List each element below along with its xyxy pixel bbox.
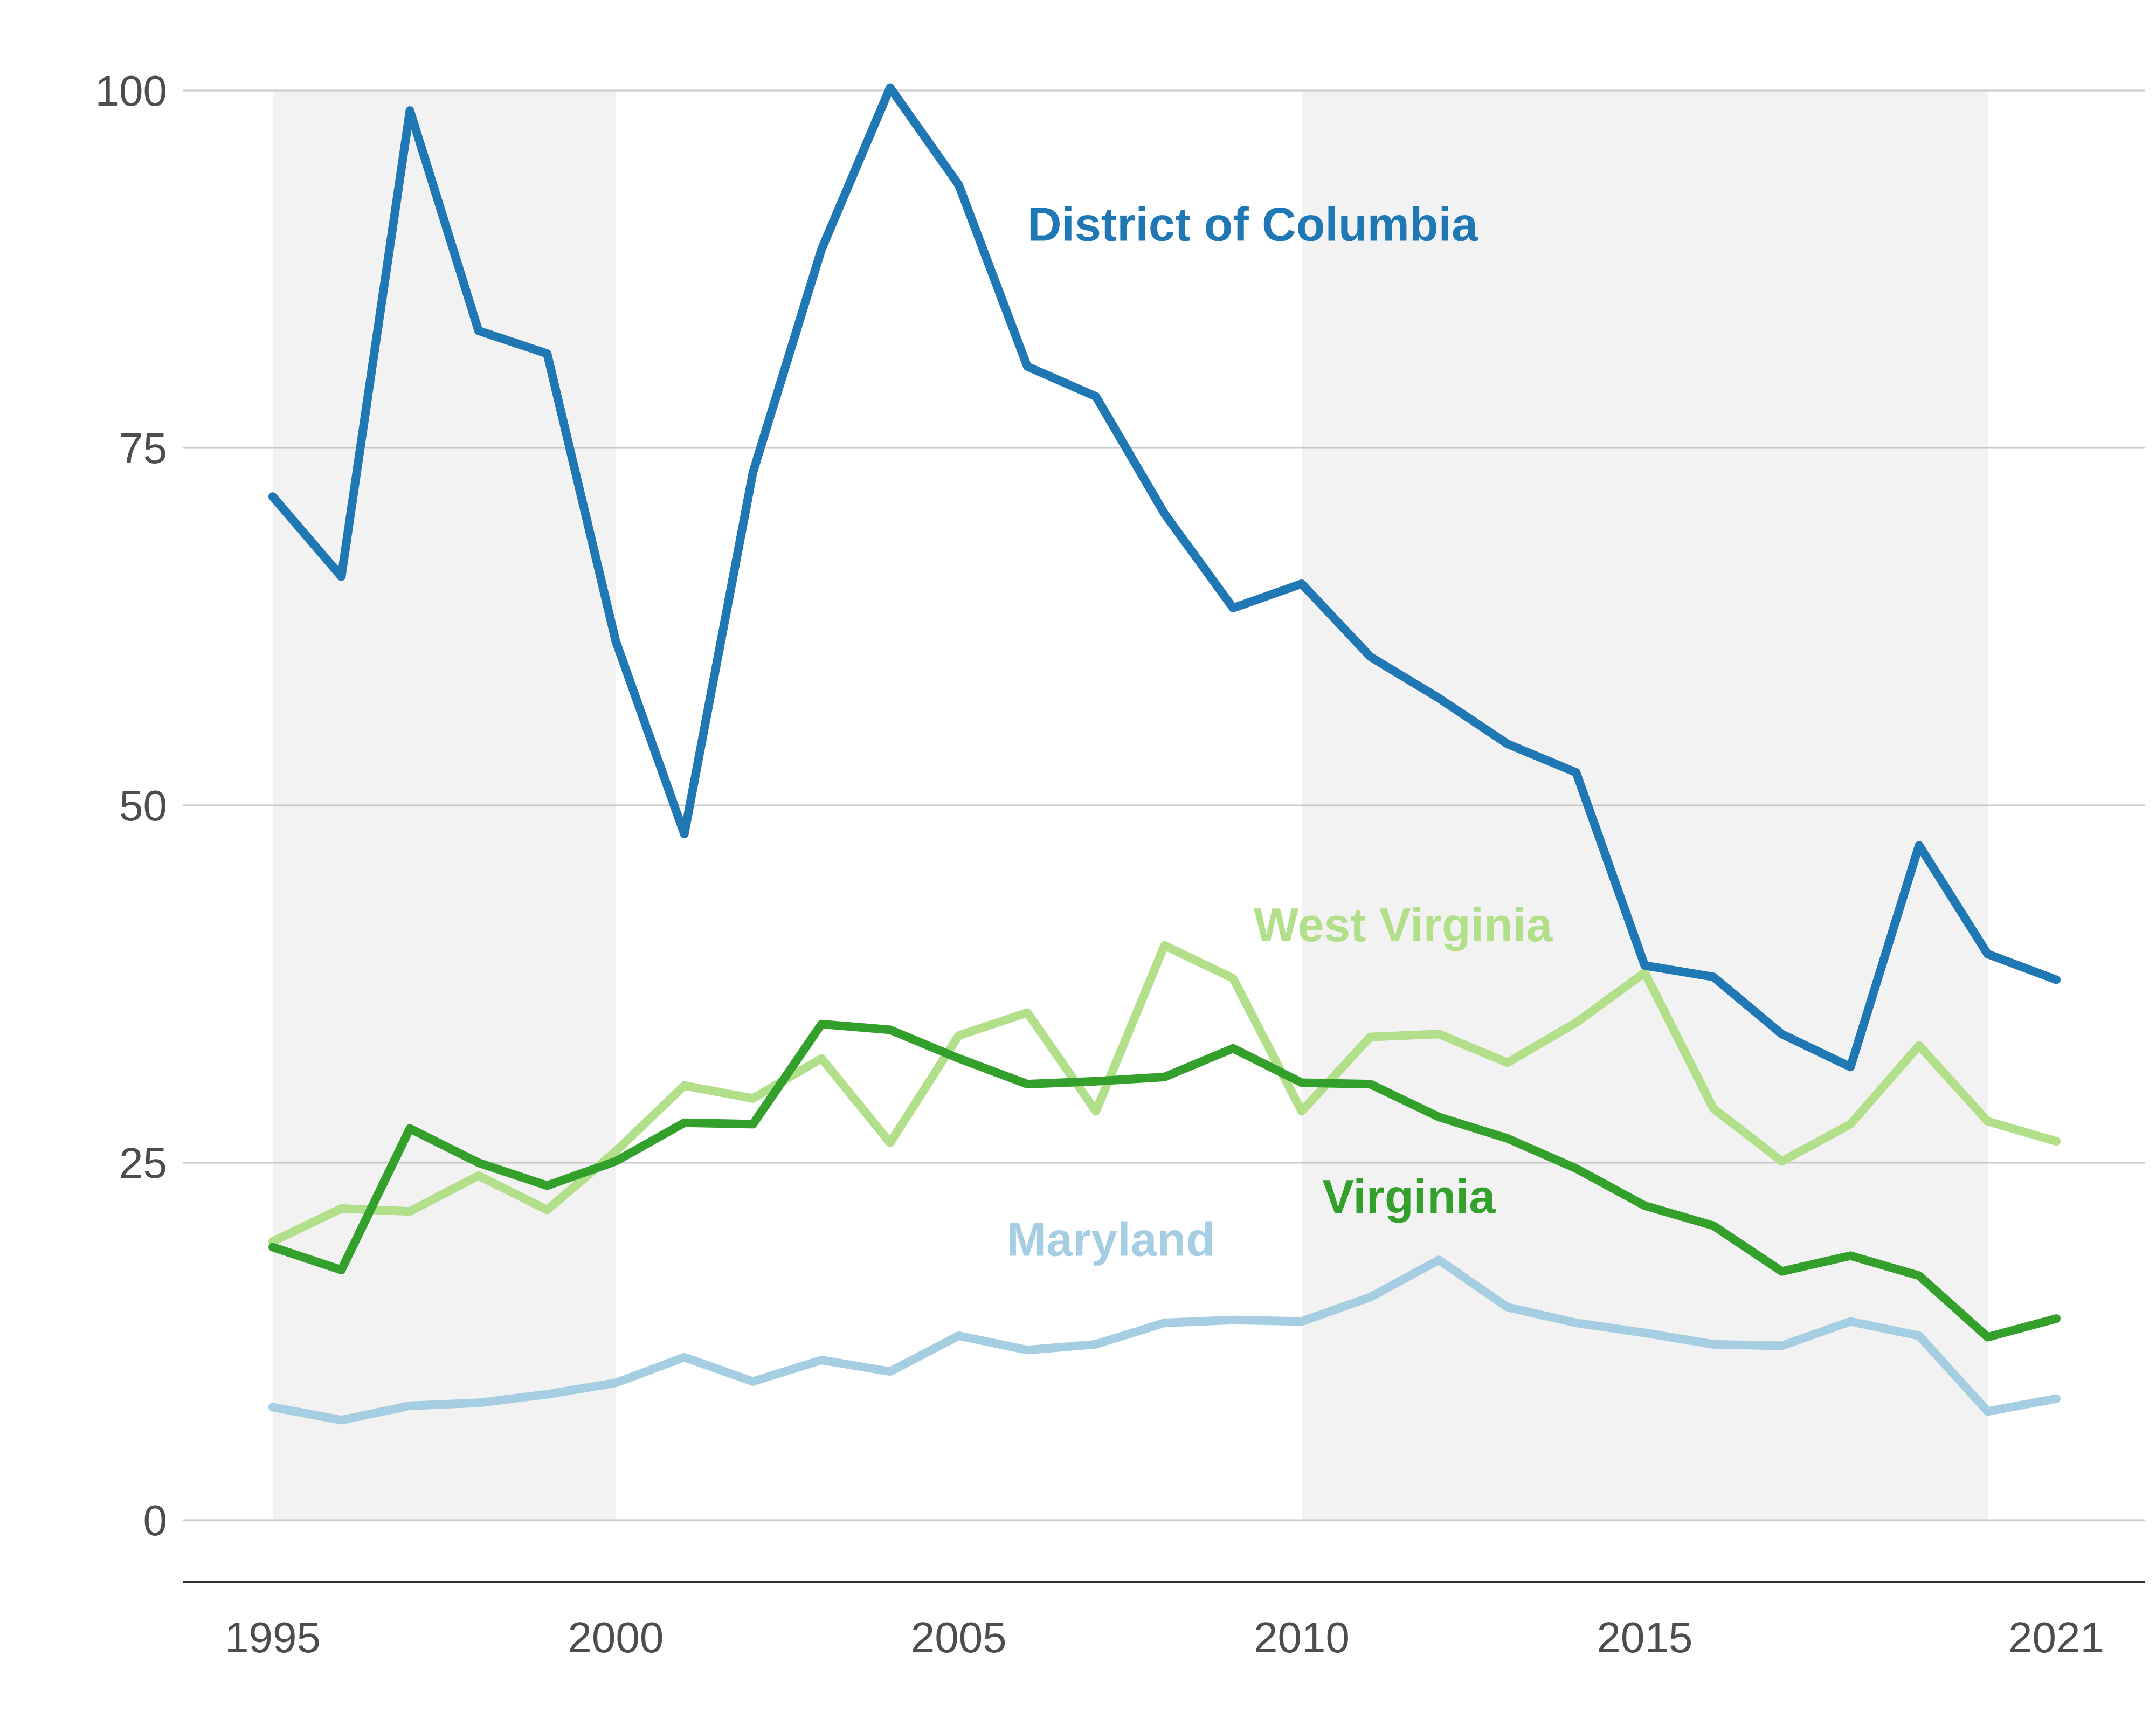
y-axis-tick-labels: 0 25 50 75 100: [95, 67, 167, 1544]
y-tick-label: 75: [119, 424, 167, 472]
series-label-virginia: Virginia: [1322, 1170, 1496, 1223]
x-tick-label: 2005: [911, 1613, 1007, 1661]
y-tick-label: 50: [119, 782, 167, 830]
y-tick-label: 100: [95, 67, 167, 115]
x-tick-label: 2010: [1254, 1613, 1350, 1661]
gridlines: [183, 89, 2145, 1521]
y-tick-label: 0: [143, 1496, 168, 1544]
x-tick-label: 1995: [225, 1613, 321, 1661]
y-tick-label: 25: [119, 1139, 167, 1187]
series-line-west-virginia: [268, 941, 2061, 1246]
series-line-virginia: [268, 1019, 2061, 1342]
series-label-district-of-columbia: District of Columbia: [1027, 197, 1478, 251]
x-axis-tick-labels: 1995 2000 2005 2010 2015 2021: [225, 1613, 2104, 1661]
x-tick-label: 2021: [2008, 1613, 2104, 1661]
series-label-west-virginia: West Virginia: [1254, 898, 1553, 951]
x-tick-label: 2015: [1597, 1613, 1692, 1661]
x-tick-label: 2000: [568, 1613, 664, 1661]
series-line-maryland: [268, 1255, 2061, 1425]
series-lines: [268, 83, 2061, 1425]
series-label-maryland: Maryland: [1007, 1212, 1215, 1266]
series-line-district-of-columbia: [268, 83, 2061, 1072]
series-labels: District of Columbia West Virginia Virgini…: [1007, 197, 1553, 1266]
